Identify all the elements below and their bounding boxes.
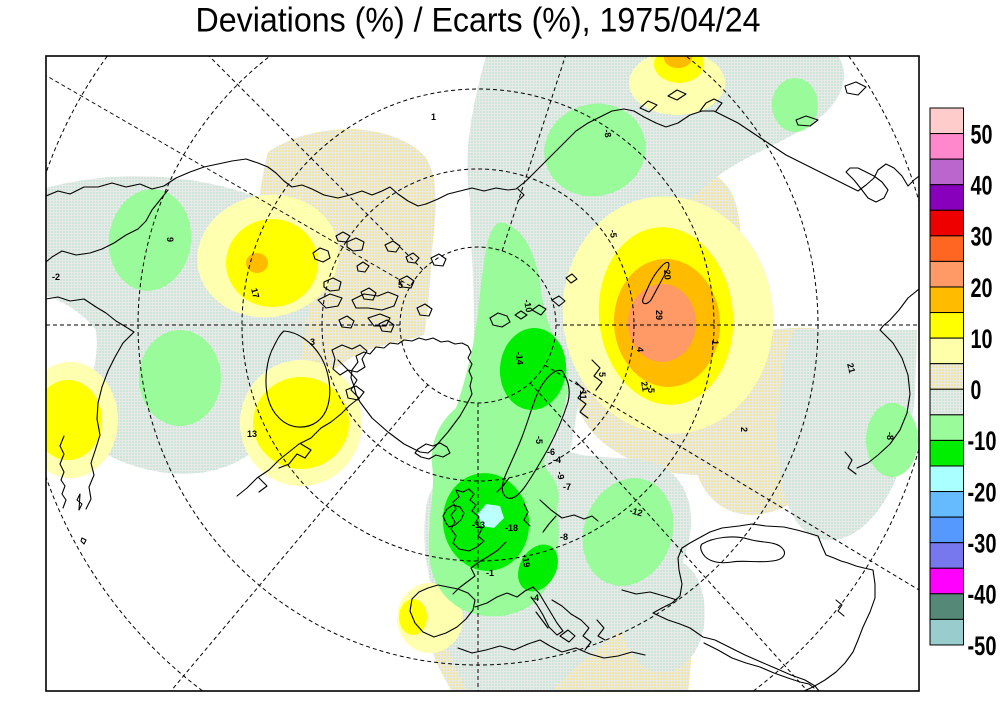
svg-text:-5: -5 [608, 229, 619, 238]
svg-text:13: 13 [247, 429, 257, 439]
svg-text:-40: -40 [968, 580, 997, 610]
svg-text:-5: -5 [646, 385, 656, 393]
svg-text:-8: -8 [885, 432, 895, 440]
svg-text:-4: -4 [553, 455, 561, 465]
svg-text:-4: -4 [531, 593, 539, 603]
svg-text:-6: -6 [547, 447, 555, 457]
svg-text:10: 10 [971, 324, 993, 354]
svg-text:-20: -20 [968, 477, 997, 507]
svg-text:1: 1 [710, 340, 720, 345]
svg-text:40: 40 [971, 171, 993, 201]
svg-text:Deviations (%) / Ecarts (%), 1: Deviations (%) / Ecarts (%), 1975/04/24 [196, 2, 761, 40]
svg-text:21: 21 [639, 381, 651, 393]
svg-text:0: 0 [971, 375, 982, 405]
svg-text:21: 21 [845, 362, 857, 374]
svg-text:5: 5 [398, 280, 403, 290]
svg-text:-30: -30 [968, 529, 997, 559]
svg-text:-18: -18 [505, 523, 518, 533]
svg-text:-13: -13 [472, 520, 485, 530]
svg-text:-1: -1 [486, 568, 494, 578]
svg-text:29: 29 [654, 310, 664, 320]
svg-text:17: 17 [249, 287, 261, 299]
svg-text:-14: -14 [514, 351, 525, 365]
svg-text:9: 9 [165, 237, 175, 242]
svg-text:-8: -8 [602, 129, 613, 139]
svg-text:-12: -12 [628, 505, 643, 518]
svg-text:20: 20 [971, 273, 993, 303]
svg-text:2: 2 [739, 427, 749, 432]
svg-text:30: 30 [971, 222, 993, 252]
svg-text:-50: -50 [968, 631, 997, 661]
svg-text:-9: -9 [555, 471, 566, 481]
svg-text:-8: -8 [560, 532, 568, 542]
svg-text:5: 5 [597, 372, 607, 377]
svg-text:-10: -10 [522, 299, 534, 314]
svg-text:11: 11 [578, 390, 588, 400]
svg-text:50: 50 [971, 119, 993, 149]
svg-text:3: 3 [310, 337, 315, 347]
svg-text:-5: -5 [534, 436, 544, 444]
svg-text:-2: -2 [52, 272, 60, 282]
svg-text:4: 4 [635, 347, 645, 352]
svg-text:-7: -7 [563, 482, 571, 492]
svg-text:1: 1 [431, 112, 436, 122]
svg-text:-10: -10 [968, 426, 997, 456]
svg-text:-19: -19 [520, 554, 532, 569]
svg-text:20: 20 [662, 269, 673, 280]
